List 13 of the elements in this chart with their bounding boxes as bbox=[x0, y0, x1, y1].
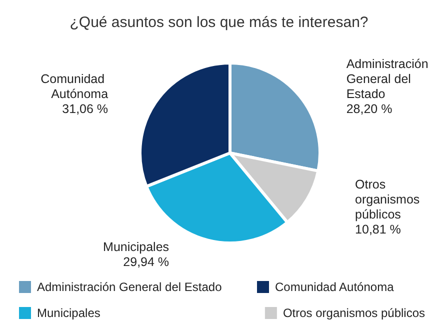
slice-label: Municipales bbox=[103, 240, 170, 254]
data-label: 31,06 % bbox=[62, 102, 108, 116]
legend-label: Administración General del Estado bbox=[37, 280, 222, 294]
data-label: 29,94 % bbox=[123, 255, 170, 270]
slice-label: Comunidad Autónoma bbox=[40, 72, 108, 102]
data-label: 10,81 % bbox=[355, 222, 401, 237]
chart-title: ¿Qué asuntos son los que más te interesan? bbox=[70, 14, 368, 31]
legend-label: Otros organismos públicos bbox=[282, 306, 425, 320]
legend-label: Municipales bbox=[37, 306, 100, 320]
legend-label: Comunidad Autónoma bbox=[275, 280, 394, 294]
slice-label: Otros organismos públicos bbox=[355, 178, 424, 222]
data-label: 28,20 % bbox=[346, 102, 392, 116]
slice-label: Administración General del Estado bbox=[346, 57, 432, 102]
